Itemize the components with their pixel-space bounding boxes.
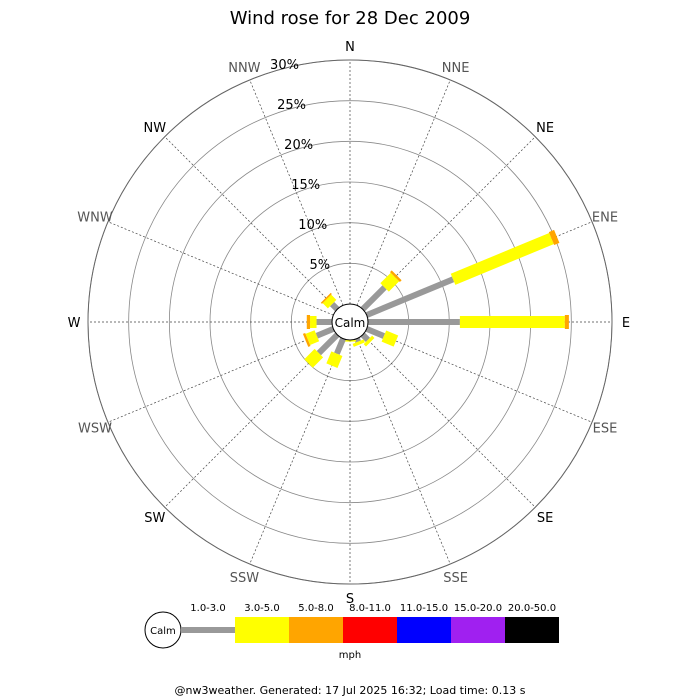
spoke-nw [164,136,338,310]
bar-sse-1.0-3.0 [354,337,361,343]
bar-wsw-3.0-5.0 [305,330,320,346]
speed-legend: Calm 1.0-3.0 3.0-5.0 5.0-8.0 8.0-11.0 11.0-15… [144,603,559,661]
legend-swatch-8.0-11.0 [343,617,397,643]
legend-swatch-11.0-15.0 [397,617,451,643]
bar-wsw-1.0-3.0 [315,326,335,339]
legend-label-15.0-20.0: 15.0-20.0 [454,603,502,614]
bar-ese-3.0-5.0 [381,330,399,347]
bar-ssw-3.0-5.0 [326,351,343,368]
bar-ne-5.0-8.0 [389,270,402,283]
direction-label-nne: NNE [442,61,470,76]
radial-tick-label: 15% [291,178,320,193]
direction-label-e: E [622,316,630,331]
radial-tick-label: 20% [284,138,313,153]
legend-label-11.0-15.0: 11.0-15.0 [400,603,448,614]
spoke-nne [356,79,451,306]
radial-tick-label: 25% [277,98,306,113]
bar-wsw-5.0-8.0 [302,333,311,347]
bar-ese-1.0-3.0 [365,326,386,339]
direction-label-sw: SW [144,511,165,526]
spoke-sse [356,338,451,565]
direction-label-n: N [345,40,355,55]
calm-circle [331,303,369,341]
bar-ene-1.0-3.0 [365,276,455,318]
legend-label-5.0-8.0: 5.0-8.0 [298,603,333,614]
bar-nw-3.0-5.0 [322,294,337,309]
bar-sw-3.0-5.0 [304,348,324,368]
legend-unit: mph [339,650,361,661]
calm-center: Calm [331,303,369,341]
outer-ring [87,59,613,585]
direction-label-ene: ENE [592,210,618,225]
direction-label-nw: NW [144,121,167,136]
bar-se-1.0-3.0 [360,332,371,343]
bar-ne-3.0-5.0 [380,272,400,292]
legend-swatch-20.0-50.0 [505,617,559,643]
legend-calm-label: Calm [150,626,176,637]
direction-label-nnw: NNW [228,61,260,76]
direction-label-se: SE [537,511,553,526]
bar-nw-1.0-3.0 [329,301,340,312]
direction-label-wnw: WNW [77,210,113,225]
bar-ene-5.0-8.0 [548,229,560,246]
legend-label-1.0-3.0: 1.0-3.0 [190,603,225,614]
legend-label-20.0-50.0: 20.0-50.0 [508,603,556,614]
radial-tick-label: 10% [298,218,327,233]
spoke-nnw [249,79,344,306]
legend-swatch-15.0-20.0 [451,617,505,643]
radial-tick-labels: 5% 10% 15% 20% 25% 30% [270,58,330,273]
spoke-se [362,334,536,508]
bar-ssw-1.0-3.0 [334,337,346,355]
bar-nw-5.0-8.0 [320,292,332,304]
bar-ne-1.0-3.0 [360,285,387,312]
bar-sse-3.0-5.0 [352,339,365,347]
calm-label: Calm [335,316,366,330]
direction-labels: N NNE NE ENE E ESE SE SSE S SSW SW WSW W WNW NW NNW [68,40,631,607]
spoke-wsw [107,328,334,423]
direction-label-sse: SSE [443,571,468,586]
radial-tick-label: 5% [310,258,331,273]
legend-swatch-3.0-5.0 [235,617,289,643]
chart-title: Wind rose for 28 Dec 2009 [230,8,471,29]
direction-label-ne: NE [536,121,554,136]
bar-sw-1.0-3.0 [316,332,340,356]
footer-text: @nw3weather. Generated: 17 Jul 2025 16:3… [175,684,526,697]
bar-se-3.0-5.0 [363,335,375,347]
spoke-ese [366,328,593,423]
spoke-ssw [249,338,344,565]
direction-label-ssw: SSW [230,571,260,586]
radial-tick-label: 30% [270,58,299,73]
direction-label-ese: ESE [593,422,618,437]
direction-label-w: W [68,316,81,331]
legend-label-3.0-5.0: 3.0-5.0 [244,603,279,614]
wind-bars [302,229,569,368]
legend-swatch-1.0-3.0 [181,627,235,633]
grid-ring [128,100,572,544]
legend-swatch-5.0-8.0 [289,617,343,643]
spoke-wnw [107,221,334,316]
legend-label-8.0-11.0: 8.0-11.0 [349,603,391,614]
bar-ene-3.0-5.0 [450,233,554,285]
direction-label-wsw: WSW [78,422,112,437]
direction-label-s: S [346,592,354,607]
